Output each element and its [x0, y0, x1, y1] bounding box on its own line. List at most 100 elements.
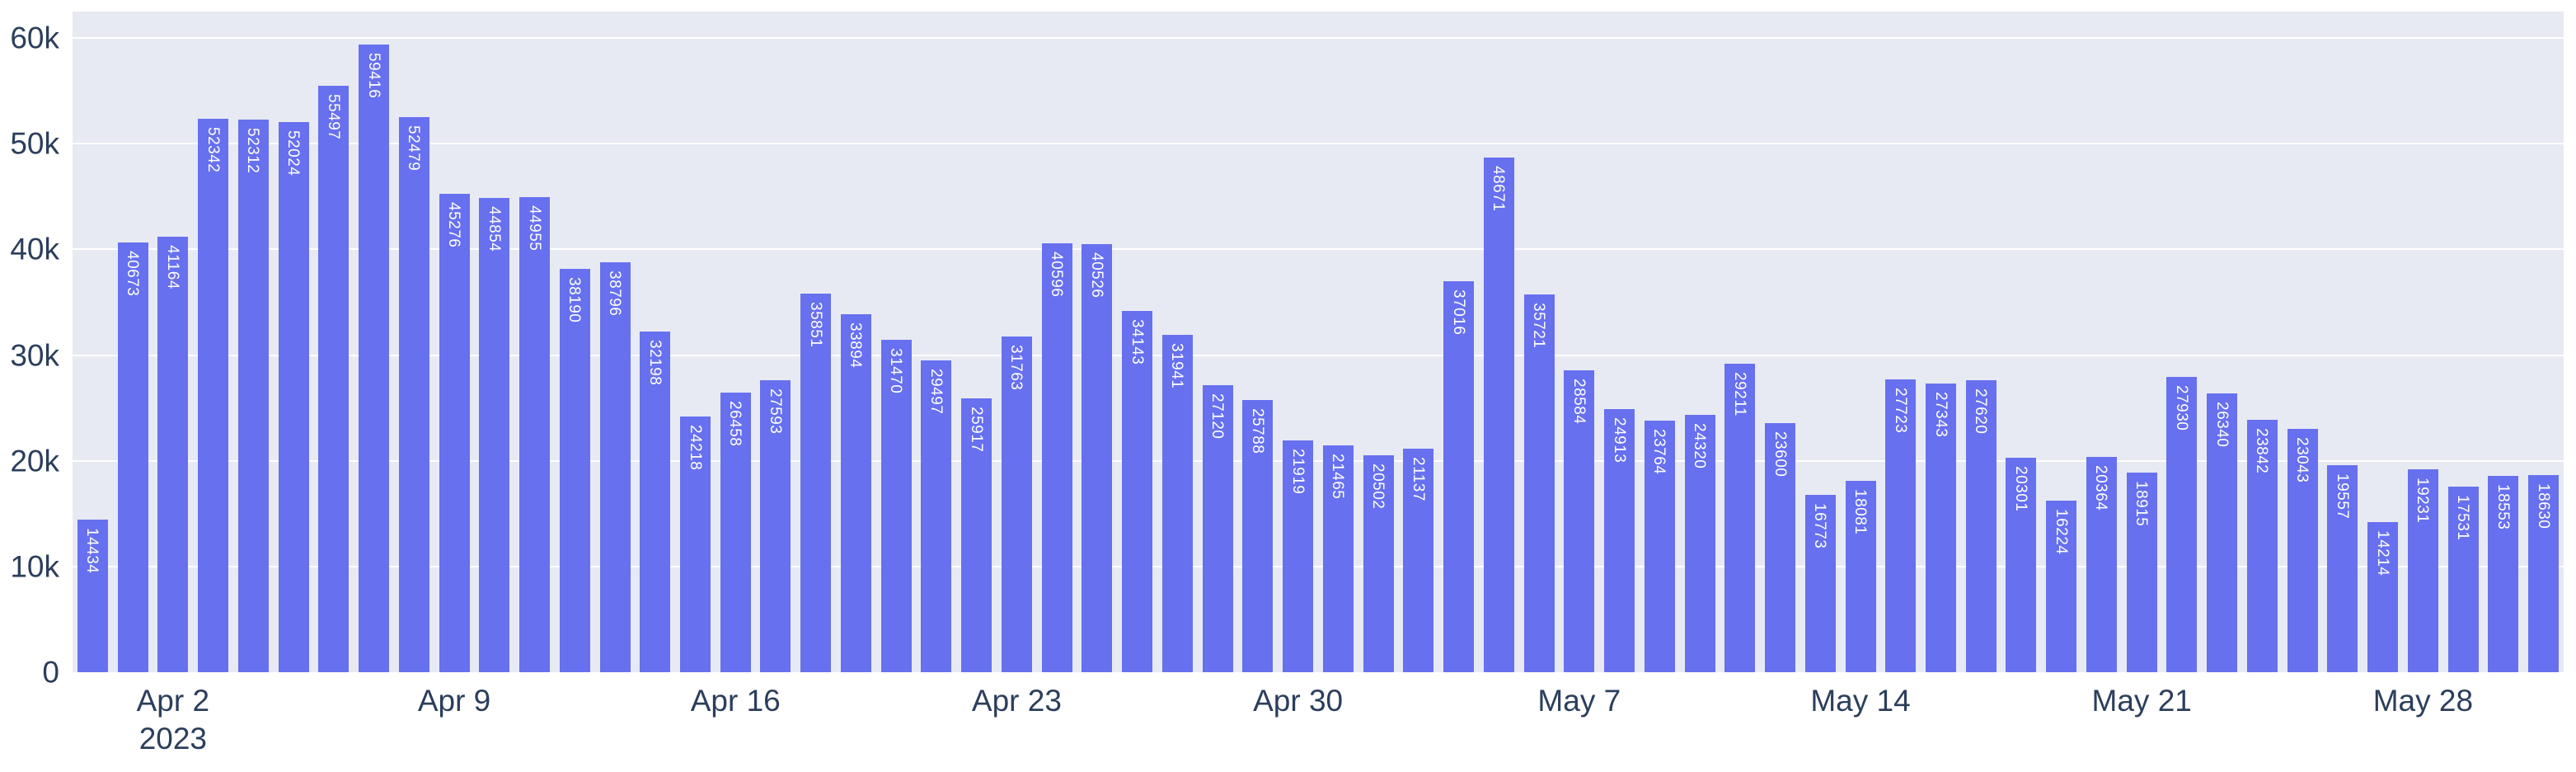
bar-value-label: 52024	[284, 130, 303, 177]
x-tick-label: Apr 9	[418, 682, 490, 720]
x-tick-label: May 7	[1537, 682, 1621, 720]
bar[interactable]: 40673	[117, 242, 148, 672]
bar[interactable]: 23842	[2246, 420, 2278, 672]
bar-value-label: 19557	[2333, 473, 2351, 520]
bar-value-label: 37016	[1449, 289, 1467, 335]
bar[interactable]: 14214	[2367, 521, 2399, 672]
bar[interactable]: 24320	[1684, 415, 1715, 672]
bar[interactable]: 25917	[961, 398, 992, 672]
bar[interactable]: 28584	[1564, 370, 1595, 672]
bar-value-label: 38190	[565, 276, 584, 322]
bar[interactable]: 21137	[1403, 449, 1434, 672]
bar[interactable]: 27593	[760, 380, 791, 672]
bar[interactable]: 16773	[1804, 495, 1836, 672]
bar-value-label: 21919	[1288, 449, 1307, 495]
bar[interactable]: 33894	[840, 313, 871, 672]
bar[interactable]: 20364	[2086, 457, 2117, 672]
bar[interactable]: 35851	[800, 293, 832, 672]
bar-value-label: 40526	[1087, 252, 1105, 298]
bar-value-label: 55497	[324, 93, 342, 140]
bar[interactable]: 48671	[1483, 158, 1514, 672]
bar-value-label: 34143	[1128, 319, 1146, 365]
bar-value-label: 27593	[766, 388, 784, 435]
bar[interactable]: 18081	[1845, 481, 1876, 672]
bar[interactable]: 31941	[1161, 334, 1193, 672]
bar[interactable]: 25788	[1242, 399, 1274, 672]
bar-value-label: 38796	[606, 270, 624, 317]
bar[interactable]: 52342	[198, 119, 229, 672]
gridline	[73, 459, 2564, 462]
bar-value-label: 44854	[485, 206, 503, 252]
bar-value-label: 52312	[244, 127, 262, 173]
bar-value-label: 52479	[405, 125, 423, 172]
bar[interactable]: 35721	[1523, 294, 1555, 672]
gridline	[73, 565, 2564, 567]
bar[interactable]: 18630	[2528, 475, 2560, 672]
bar-value-label: 31941	[1168, 342, 1186, 388]
bar-value-label: 21137	[1409, 457, 1427, 502]
bar-value-label: 14214	[2373, 530, 2391, 577]
bar[interactable]: 38190	[559, 268, 590, 672]
bar-value-label: 20502	[1369, 464, 1387, 510]
bar[interactable]: 52024	[278, 122, 309, 672]
bar[interactable]: 52479	[398, 117, 429, 672]
bar[interactable]: 44955	[519, 196, 551, 672]
bar[interactable]: 31763	[1001, 336, 1032, 672]
bar-value-label: 18915	[2133, 480, 2151, 526]
bar[interactable]: 23600	[1765, 422, 1796, 672]
bar[interactable]: 18915	[2126, 472, 2157, 672]
bar-value-label: 44955	[525, 205, 543, 252]
bar[interactable]: 44854	[479, 198, 510, 672]
bar[interactable]: 19557	[2327, 465, 2358, 672]
x-tick-date: May 28	[2372, 684, 2474, 718]
x-tick-date: Apr 16	[690, 684, 781, 718]
bar[interactable]: 14434	[77, 520, 108, 672]
bar[interactable]: 55497	[318, 85, 350, 672]
bar-value-label: 31470	[887, 347, 905, 394]
bar[interactable]: 16224	[2046, 501, 2077, 672]
bar[interactable]: 24913	[1604, 408, 1635, 672]
bar[interactable]: 41164	[157, 237, 189, 672]
bar[interactable]: 27620	[1965, 380, 1997, 672]
bar-value-label: 29497	[927, 368, 945, 415]
bar[interactable]: 29497	[921, 360, 952, 672]
y-axis: 0 10k 20k 30k 40k 50k 60k	[0, 12, 66, 688]
bar[interactable]: 20502	[1363, 455, 1394, 672]
bar[interactable]: 19231	[2407, 468, 2438, 672]
bar[interactable]: 26340	[2207, 393, 2238, 672]
bar[interactable]: 37016	[1443, 280, 1475, 672]
bar[interactable]: 32198	[640, 332, 671, 672]
bar[interactable]: 27723	[1885, 379, 1917, 672]
bar[interactable]: 27343	[1926, 383, 1956, 672]
bar-value-label: 23043	[2293, 436, 2311, 483]
bar[interactable]: 18553	[2488, 476, 2519, 672]
bar[interactable]: 21465	[1322, 445, 1354, 672]
bar[interactable]: 45276	[439, 193, 470, 672]
bar[interactable]: 59416	[359, 44, 390, 672]
y-tick-label: 0	[42, 655, 59, 690]
bar-value-label: 59416	[364, 52, 382, 98]
bar[interactable]: 52312	[237, 119, 269, 672]
x-tick-date: Apr 2	[136, 684, 210, 718]
bar[interactable]: 27930	[2166, 377, 2198, 672]
bar[interactable]: 29211	[1724, 363, 1756, 672]
bar[interactable]: 23764	[1644, 421, 1675, 672]
bar[interactable]: 26458	[720, 392, 751, 672]
bar[interactable]: 20301	[2006, 457, 2037, 672]
bar[interactable]: 23043	[2287, 428, 2318, 672]
bar[interactable]: 24218	[680, 416, 711, 672]
bar[interactable]: 38796	[599, 261, 631, 672]
bar[interactable]: 40526	[1082, 243, 1113, 672]
bar[interactable]: 40596	[1041, 242, 1072, 672]
x-tick-date: May 14	[1810, 684, 1911, 718]
bar-value-label: 16773	[1811, 503, 1829, 549]
bar-value-label: 52342	[204, 127, 222, 173]
plot-area[interactable]: 14434 40673 41164 52342 52312 52024 55497 59416…	[73, 12, 2564, 672]
bar-value-label: 48671	[1490, 166, 1508, 212]
bar[interactable]: 31470	[880, 339, 912, 672]
bar[interactable]: 17531	[2447, 487, 2479, 672]
bar[interactable]: 27120	[1202, 385, 1233, 672]
bar[interactable]: 34143	[1122, 311, 1153, 672]
bar[interactable]: 21919	[1283, 440, 1314, 672]
bar-value-label: 25917	[967, 406, 985, 453]
